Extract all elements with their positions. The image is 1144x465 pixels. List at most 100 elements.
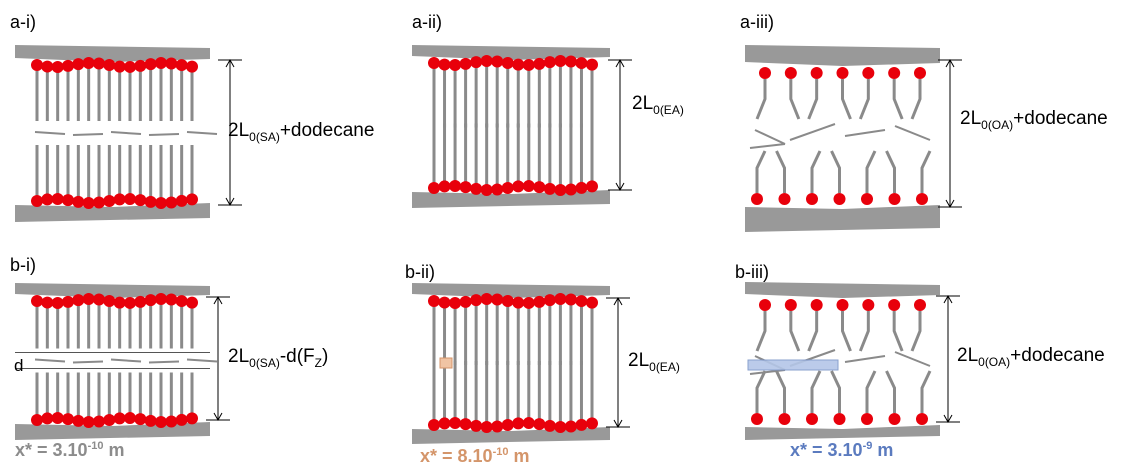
head [113, 193, 126, 206]
head [41, 60, 54, 73]
head [82, 293, 95, 306]
head [175, 413, 188, 426]
head [533, 418, 546, 431]
tail [892, 79, 904, 120]
head [41, 412, 54, 425]
head [480, 420, 493, 433]
head [778, 193, 791, 205]
head [82, 196, 95, 209]
tail [789, 79, 801, 120]
head [51, 193, 64, 206]
head [759, 67, 771, 79]
tail [830, 370, 841, 413]
head [93, 293, 105, 306]
head [810, 299, 823, 311]
head [522, 180, 535, 193]
dimension-label: 2L0(EA) [632, 93, 684, 117]
tail [72, 133, 104, 136]
tail [830, 150, 841, 193]
head [470, 419, 483, 432]
panel-label: a-ii) [412, 12, 442, 32]
tail [186, 358, 218, 363]
head [470, 56, 483, 69]
head [543, 56, 556, 69]
arrow-head [213, 295, 223, 305]
tail [885, 370, 896, 413]
head [103, 413, 116, 426]
arrow-head [613, 296, 623, 306]
head [861, 413, 873, 425]
head [586, 296, 598, 309]
arrow-head [615, 182, 625, 192]
head [533, 57, 546, 70]
text-part: x* = 8.10 [420, 446, 493, 465]
head [165, 196, 178, 209]
tail [775, 370, 786, 413]
panel-label: b-ii) [405, 262, 435, 282]
head [586, 180, 598, 193]
tail [841, 311, 852, 352]
head [480, 55, 493, 68]
head [888, 299, 901, 311]
tail [894, 125, 931, 141]
tail [72, 360, 104, 364]
tail [775, 150, 786, 193]
head [144, 414, 157, 427]
head [82, 415, 95, 428]
head [134, 59, 147, 72]
head [836, 299, 849, 311]
head [155, 293, 167, 306]
head [113, 60, 126, 73]
panel-label: b-i) [10, 255, 36, 275]
highlight [439, 357, 453, 369]
head [175, 194, 188, 207]
arrow-head [945, 58, 955, 68]
head [543, 182, 556, 195]
head [103, 295, 116, 308]
text-part: 0(SA) [249, 355, 280, 370]
head [51, 412, 64, 425]
head [470, 294, 483, 307]
head [784, 67, 797, 79]
head [459, 418, 472, 431]
head [861, 193, 873, 205]
arrow-head [613, 419, 623, 429]
head [72, 414, 85, 427]
text-part: Z [314, 355, 322, 370]
head [480, 183, 493, 196]
tail [885, 150, 896, 193]
dimension-label: 2L0(OA)+dodecane [957, 345, 1105, 369]
head [491, 183, 504, 196]
head [914, 299, 926, 311]
head [554, 293, 567, 306]
head [165, 415, 178, 428]
head [480, 293, 493, 306]
head [512, 417, 525, 430]
dimension-label: 2L0(SA)-d(FZ) [228, 346, 328, 370]
arrow-head [615, 58, 625, 68]
tail [892, 311, 904, 352]
x-star-label: x* = 3.10-9 m [790, 440, 893, 461]
head [449, 417, 462, 430]
head [438, 58, 451, 71]
tail [807, 311, 819, 352]
head [512, 180, 525, 193]
head [113, 296, 126, 309]
head [564, 55, 577, 68]
head [449, 58, 462, 71]
text-part: 2L [228, 120, 250, 142]
text-part: +dodecane [1010, 345, 1105, 367]
arrow-head [225, 197, 235, 207]
text-part: m [103, 440, 125, 460]
head [186, 193, 198, 206]
tail [755, 79, 767, 120]
head [459, 181, 472, 194]
top-plate [745, 282, 940, 298]
head [522, 417, 535, 430]
head [449, 180, 462, 193]
text-part: 2L [632, 93, 654, 115]
head [554, 55, 567, 68]
tail [894, 351, 931, 367]
arrow-head [943, 294, 953, 304]
head [103, 59, 116, 72]
